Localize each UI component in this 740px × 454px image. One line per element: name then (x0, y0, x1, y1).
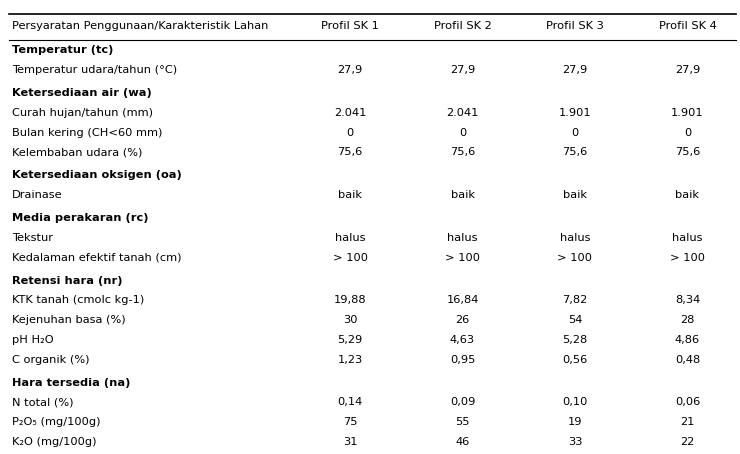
Text: 0,95: 0,95 (450, 355, 475, 365)
Text: halus: halus (334, 233, 366, 243)
Text: 5,28: 5,28 (562, 335, 588, 345)
Text: 75,6: 75,6 (450, 148, 475, 158)
Text: 1,23: 1,23 (337, 355, 363, 365)
Text: 33: 33 (568, 437, 582, 447)
Text: 2.041: 2.041 (334, 108, 366, 118)
Text: 0,06: 0,06 (675, 397, 700, 407)
Text: Bulan kering (CH<60 mm): Bulan kering (CH<60 mm) (12, 128, 162, 138)
Text: Media perakaran (rc): Media perakaran (rc) (12, 213, 148, 223)
Text: 28: 28 (680, 315, 695, 325)
Text: Kejenuhan basa (%): Kejenuhan basa (%) (12, 315, 126, 325)
Text: 75,6: 75,6 (562, 148, 588, 158)
Text: Retensi hara (nr): Retensi hara (nr) (12, 276, 122, 286)
Text: 8,34: 8,34 (675, 296, 700, 306)
Text: 2.041: 2.041 (446, 108, 479, 118)
Text: > 100: > 100 (332, 252, 368, 262)
Text: C organik (%): C organik (%) (12, 355, 90, 365)
Text: > 100: > 100 (670, 252, 705, 262)
Text: baik: baik (676, 190, 699, 200)
Text: Profil SK 2: Profil SK 2 (434, 21, 491, 31)
Text: 0,48: 0,48 (675, 355, 700, 365)
Text: Temperatur udara/tahun (°C): Temperatur udara/tahun (°C) (12, 65, 177, 75)
Text: baik: baik (451, 190, 474, 200)
Text: P₂O₅ (mg/100g): P₂O₅ (mg/100g) (12, 417, 101, 427)
Text: 27,9: 27,9 (562, 65, 588, 75)
Text: > 100: > 100 (557, 252, 593, 262)
Text: halus: halus (447, 233, 478, 243)
Text: Kelembaban udara (%): Kelembaban udara (%) (12, 148, 142, 158)
Text: N total (%): N total (%) (12, 397, 73, 407)
Text: 0: 0 (684, 128, 691, 138)
Text: 27,9: 27,9 (675, 65, 700, 75)
Text: 27,9: 27,9 (337, 65, 363, 75)
Text: Kedalaman efektif tanah (cm): Kedalaman efektif tanah (cm) (12, 252, 181, 262)
Text: 30: 30 (343, 315, 357, 325)
Text: 16,84: 16,84 (446, 296, 479, 306)
Text: Temperatur (tc): Temperatur (tc) (12, 45, 113, 55)
Text: 0: 0 (459, 128, 466, 138)
Text: 7,82: 7,82 (562, 296, 588, 306)
Text: 4,63: 4,63 (450, 335, 475, 345)
Text: baik: baik (563, 190, 587, 200)
Text: 54: 54 (568, 315, 582, 325)
Text: K₂O (mg/100g): K₂O (mg/100g) (12, 437, 96, 447)
Text: 31: 31 (343, 437, 357, 447)
Text: Hara tersedia (na): Hara tersedia (na) (12, 378, 130, 388)
Text: baik: baik (338, 190, 362, 200)
Text: 27,9: 27,9 (450, 65, 475, 75)
Text: 46: 46 (455, 437, 470, 447)
Text: 75,6: 75,6 (675, 148, 700, 158)
Text: Profil SK 4: Profil SK 4 (659, 21, 716, 31)
Text: KTK tanah (cmolᴄ kg-1): KTK tanah (cmolᴄ kg-1) (12, 296, 144, 306)
Text: pH H₂O: pH H₂O (12, 335, 53, 345)
Text: 4,86: 4,86 (675, 335, 700, 345)
Text: 0: 0 (346, 128, 354, 138)
Text: halus: halus (559, 233, 591, 243)
Text: Drainase: Drainase (12, 190, 62, 200)
Text: Ketersediaan air (wa): Ketersediaan air (wa) (12, 88, 152, 98)
Text: 55: 55 (455, 417, 470, 427)
Text: 1.901: 1.901 (559, 108, 591, 118)
Text: 0,10: 0,10 (562, 397, 588, 407)
Text: Ketersediaan oksigen (oa): Ketersediaan oksigen (oa) (12, 170, 181, 180)
Text: halus: halus (672, 233, 703, 243)
Text: Profil SK 3: Profil SK 3 (546, 21, 604, 31)
Text: 21: 21 (680, 417, 695, 427)
Text: 5,29: 5,29 (337, 335, 363, 345)
Text: Profil SK 1: Profil SK 1 (321, 21, 379, 31)
Text: 75: 75 (343, 417, 357, 427)
Text: 0: 0 (571, 128, 579, 138)
Text: > 100: > 100 (445, 252, 480, 262)
Text: 1.901: 1.901 (671, 108, 704, 118)
Text: Tekstur: Tekstur (12, 233, 53, 243)
Text: 19: 19 (568, 417, 582, 427)
Text: 75,6: 75,6 (337, 148, 363, 158)
Text: 26: 26 (455, 315, 470, 325)
Text: 0,56: 0,56 (562, 355, 588, 365)
Text: Persyaratan Penggunaan/Karakteristik Lahan: Persyaratan Penggunaan/Karakteristik Lah… (12, 21, 268, 31)
Text: Curah hujan/tahun (mm): Curah hujan/tahun (mm) (12, 108, 153, 118)
Text: 0,09: 0,09 (450, 397, 475, 407)
Text: 22: 22 (680, 437, 695, 447)
Text: 19,88: 19,88 (334, 296, 366, 306)
Text: 0,14: 0,14 (337, 397, 363, 407)
